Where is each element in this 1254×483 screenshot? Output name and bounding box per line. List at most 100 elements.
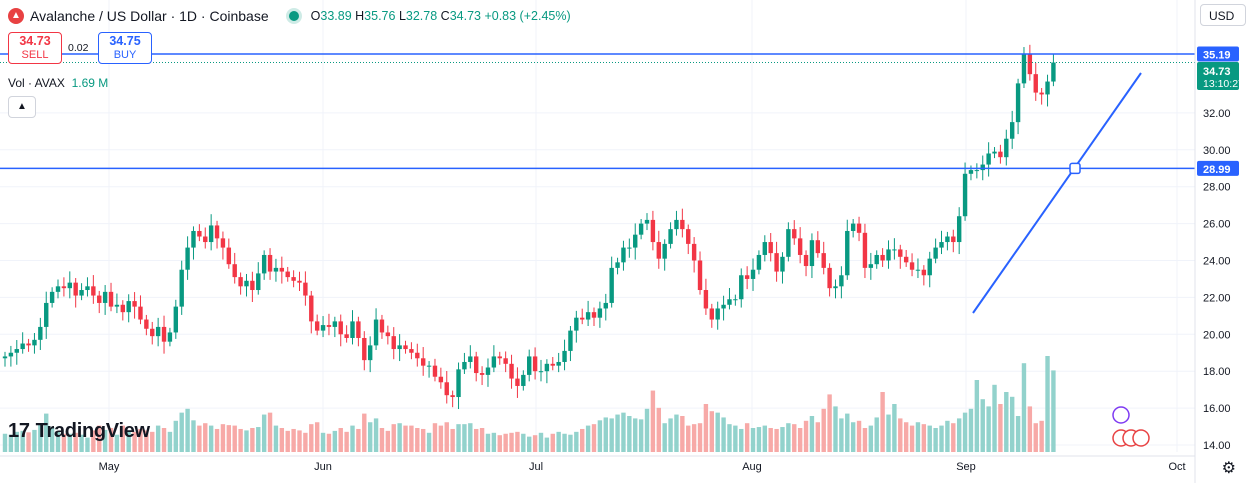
candle-body: [515, 378, 520, 386]
volume-bar: [550, 433, 555, 452]
candle-body: [892, 249, 897, 251]
candle-body: [709, 308, 714, 320]
candle-body: [338, 321, 343, 335]
volume-bar: [403, 425, 408, 452]
chevron-up-icon: ▲: [17, 101, 27, 112]
volume-bar: [8, 434, 14, 452]
candle-body: [992, 151, 997, 154]
volume-bar: [203, 423, 208, 452]
volume-bar: [933, 428, 938, 452]
volume-bar: [850, 422, 856, 452]
candle-body: [792, 229, 797, 239]
volume-bar: [715, 412, 720, 452]
candle-body: [609, 267, 614, 303]
candle-body: [597, 308, 603, 318]
candle-body: [309, 295, 314, 322]
tradingview-mark-icon: 17: [8, 420, 30, 442]
candle-body: [733, 299, 738, 301]
change-value: +0.83 (+2.45%): [484, 9, 571, 23]
candle-body: [450, 395, 455, 398]
volume-bar: [591, 424, 597, 452]
time-tick-label: Jul: [529, 461, 543, 473]
price-tick-label: 20.00: [1203, 329, 1231, 341]
volume-bar: [244, 430, 249, 452]
candle-body: [744, 275, 750, 279]
candle-body: [933, 247, 938, 259]
collapse-legend-button[interactable]: ▲: [8, 96, 36, 118]
price-tick-label: 18.00: [1203, 366, 1231, 378]
candle-body: [426, 365, 432, 367]
sell-button[interactable]: 34.73 SELL: [8, 32, 62, 64]
tradingview-logo[interactable]: 17 TradingView: [8, 420, 150, 442]
volume-bar: [750, 428, 756, 452]
candle-body: [14, 349, 19, 353]
candle-body: [621, 247, 626, 263]
candle-body: [1045, 81, 1050, 95]
candle-body: [55, 286, 61, 292]
price-tick-label: 32.00: [1203, 108, 1231, 120]
volume-bar: [862, 428, 868, 452]
volume-bar: [91, 430, 96, 452]
volume-bar: [485, 433, 491, 452]
candle-body: [185, 247, 190, 270]
volume-bar: [691, 424, 697, 452]
current-price-tag: [1197, 62, 1239, 91]
candle-body: [509, 363, 514, 379]
candle-body: [126, 301, 131, 313]
candle-body: [774, 253, 779, 272]
trend-line: [972, 72, 1142, 314]
candle-body: [538, 371, 544, 373]
volume-bar: [768, 428, 773, 452]
volume-bar: [79, 434, 84, 452]
time-tick-label: Aug: [742, 461, 762, 473]
volume-bar: [409, 425, 414, 452]
candle-body: [232, 264, 237, 278]
gear-icon[interactable]: ⚙: [1221, 460, 1236, 477]
candle-body: [850, 223, 856, 231]
volume-bar: [597, 420, 603, 452]
volume-bar: [580, 428, 585, 452]
candle-body: [285, 271, 290, 278]
candle-body: [527, 356, 532, 375]
volume-bar: [780, 427, 785, 452]
candle-body: [167, 332, 173, 342]
volume-bar: [797, 428, 803, 452]
volume-bar: [998, 404, 1003, 452]
volume-bar: [544, 437, 550, 452]
candle-body: [715, 308, 720, 320]
candle-body: [102, 291, 108, 303]
volume-bar: [739, 428, 744, 452]
candle-body: [261, 254, 267, 274]
candle-body: [32, 339, 37, 346]
candle-body: [138, 306, 143, 320]
candle-body: [420, 358, 426, 366]
candle-body: [580, 317, 585, 320]
candle-body: [956, 216, 962, 243]
volume-bar: [256, 427, 261, 452]
candle-body: [797, 238, 803, 255]
buy-button[interactable]: 34.75 BUY: [98, 32, 152, 64]
volume-bar: [126, 430, 131, 452]
volume-bar: [915, 422, 921, 452]
candle-body: [161, 326, 167, 342]
currency-button[interactable]: USD: [1200, 4, 1246, 26]
volume-bar: [1027, 406, 1033, 452]
candle-body: [432, 365, 438, 377]
volume-bar: [538, 432, 544, 452]
volume-bar: [238, 428, 243, 452]
candle-body: [1009, 122, 1015, 139]
volume-bar: [1039, 420, 1044, 452]
drawings: [0, 53, 1195, 314]
volume-bar: [468, 423, 473, 452]
candle-body: [585, 312, 591, 320]
candle-body: [980, 164, 985, 171]
candle-body: [750, 269, 756, 279]
candle-body: [568, 330, 573, 351]
volume-bar: [379, 428, 385, 452]
symbol-title[interactable]: Avalanche / US Dollar · 1D · Coinbase: [30, 8, 269, 24]
volume-bar: [444, 422, 449, 452]
candle-body: [61, 286, 67, 289]
volume-bar: [874, 417, 879, 452]
candle-body: [803, 254, 809, 267]
